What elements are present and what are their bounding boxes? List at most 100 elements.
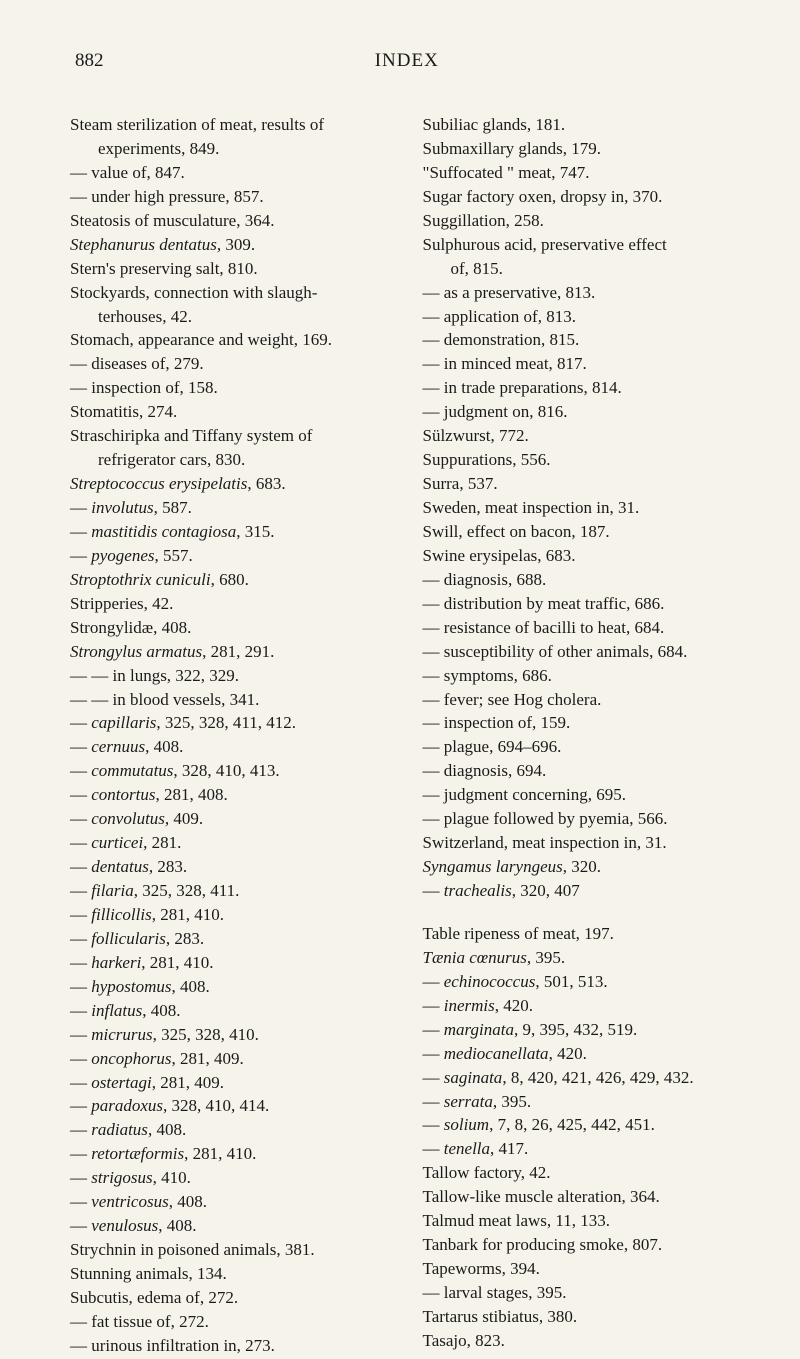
index-entry: "Suffocated " meat, 747. <box>423 162 746 185</box>
index-entry: Subcutis, edema of, 272. <box>70 1287 393 1310</box>
index-entry: Sulphurous acid, preservative effect <box>423 234 746 257</box>
index-entry: Strongylidæ, 408. <box>70 617 393 640</box>
index-entry: — hypostomus, 408. <box>70 976 393 999</box>
index-entry: — in minced meat, 817. <box>423 353 746 376</box>
index-title: INDEX <box>375 50 439 72</box>
index-entry: — judgment on, 816. <box>423 401 746 424</box>
index-entry: — ventricosus, 408. <box>70 1191 393 1214</box>
index-entry: — judgment concerning, 695. <box>423 784 746 807</box>
index-entry: — fat tissue of, 272. <box>70 1311 393 1334</box>
index-entry: refrigerator cars, 830. <box>70 449 393 472</box>
index-entry: — follicularis, 283. <box>70 928 393 951</box>
index-entry: — susceptibility of other animals, 684. <box>423 641 746 664</box>
index-entry: Sülzwurst, 772. <box>423 425 746 448</box>
index-entry: — plague, 694–696. <box>423 736 746 759</box>
index-entry: — value of, 847. <box>70 162 393 185</box>
index-entry: — — in blood vessels, 341. <box>70 689 393 712</box>
index-entry: — paradoxus, 328, 410, 414. <box>70 1095 393 1118</box>
index-entry: — strigosus, 410. <box>70 1167 393 1190</box>
index-entry: Stern's preserving salt, 810. <box>70 258 393 281</box>
index-entry: Sugar factory oxen, dropsy in, 370. <box>423 186 746 209</box>
index-entry: — ostertagi, 281, 409. <box>70 1072 393 1095</box>
index-entry: — mediocanellata, 420. <box>423 1043 746 1066</box>
index-entry: Subiliac glands, 181. <box>423 114 746 137</box>
index-entry: — curticei, 281. <box>70 832 393 855</box>
index-entry: — urinous infiltration in, 273. <box>70 1335 393 1358</box>
index-entry: — — in lungs, 322, 329. <box>70 665 393 688</box>
index-entry: — venulosus, 408. <box>70 1215 393 1238</box>
index-entry: — under high pressure, 857. <box>70 186 393 209</box>
index-entry: — echinococcus, 501, 513. <box>423 971 746 994</box>
index-entry: — capillaris, 325, 328, 411, 412. <box>70 712 393 735</box>
index-entry: Streptococcus erysipelatis, 683. <box>70 473 393 496</box>
left-column: Steam sterilization of meat, results ofe… <box>70 114 393 1359</box>
index-entry: — involutus, 587. <box>70 497 393 520</box>
index-entry: Submaxillary glands, 179. <box>423 138 746 161</box>
index-entry: Steatosis of musculature, 364. <box>70 210 393 233</box>
index-entry: Suggillation, 258. <box>423 210 746 233</box>
index-entry: — inermis, 420. <box>423 995 746 1018</box>
page-header: 882 INDEX <box>70 50 745 72</box>
index-entry: — convolutus, 409. <box>70 808 393 831</box>
index-entry: of, 815. <box>423 258 746 281</box>
index-entry: — marginata, 9, 395, 432, 519. <box>423 1019 746 1042</box>
index-entry: Stroptothrix cuniculi, 680. <box>70 569 393 592</box>
page-number: 882 <box>75 50 104 72</box>
index-entry: — tenella, 417. <box>423 1138 746 1161</box>
index-entry: — serrata, 395. <box>423 1091 746 1114</box>
index-entry: — fever; see Hog cholera. <box>423 689 746 712</box>
index-entry: — inspection of, 159. <box>423 712 746 735</box>
index-entry: — larval stages, 395. <box>423 1282 746 1305</box>
index-entry: — cernuus, 408. <box>70 736 393 759</box>
index-entry: — as a preservative, 813. <box>423 282 746 305</box>
index-entry: — inspection of, 158. <box>70 377 393 400</box>
index-entry: Tasajo, 823. <box>423 1330 746 1353</box>
index-entry: Surra, 537. <box>423 473 746 496</box>
index-entry: — mastitidis contagiosa, 315. <box>70 521 393 544</box>
index-entry: — fillicollis, 281, 410. <box>70 904 393 927</box>
index-entry: experiments, 849. <box>70 138 393 161</box>
index-entry: — distribution by meat traffic, 686. <box>423 593 746 616</box>
index-entry: — filaria, 325, 328, 411. <box>70 880 393 903</box>
index-entry: — commutatus, 328, 410, 413. <box>70 760 393 783</box>
index-entry: Tanbark for producing smoke, 807. <box>423 1234 746 1257</box>
index-entry: — harkeri, 281, 410. <box>70 952 393 975</box>
index-entry: Table ripeness of meat, 197. <box>423 923 746 946</box>
index-entry: Stockyards, connection with slaugh- <box>70 282 393 305</box>
index-entry: — demonstration, 815. <box>423 329 746 352</box>
index-entry: — retortæformis, 281, 410. <box>70 1143 393 1166</box>
index-entry: — micrurus, 325, 328, 410. <box>70 1024 393 1047</box>
index-entry: Straschiripka and Tiffany system of <box>70 425 393 448</box>
index-entry: — contortus, 281, 408. <box>70 784 393 807</box>
index-entry: — diagnosis, 694. <box>423 760 746 783</box>
index-entry: Syngamus laryngeus, 320. <box>423 856 746 879</box>
index-entry: Steam sterilization of meat, results of <box>70 114 393 137</box>
index-entry: — inflatus, 408. <box>70 1000 393 1023</box>
index-entry: Tallow factory, 42. <box>423 1162 746 1185</box>
index-entry: — application of, 813. <box>423 306 746 329</box>
index-entry: — diagnosis, 688. <box>423 569 746 592</box>
index-entry: Stripperies, 42. <box>70 593 393 616</box>
index-entry: — in trade preparations, 814. <box>423 377 746 400</box>
index-entry: Tænia cœnurus, 395. <box>423 947 746 970</box>
index-entry: — resistance of bacilli to heat, 684. <box>423 617 746 640</box>
index-entry: — dentatus, 283. <box>70 856 393 879</box>
index-entry: Strychnin in poisoned animals, 381. <box>70 1239 393 1262</box>
index-entry: Talmud meat laws, 11, 133. <box>423 1210 746 1233</box>
index-entry: — saginata, 8, 420, 421, 426, 429, 432. <box>423 1067 746 1090</box>
index-entry: — diseases of, 279. <box>70 353 393 376</box>
index-columns: Steam sterilization of meat, results ofe… <box>70 114 745 1359</box>
index-entry: Strongylus armatus, 281, 291. <box>70 641 393 664</box>
index-entry: Swine erysipelas, 683. <box>423 545 746 568</box>
right-column: Subiliac glands, 181.Submaxillary glands… <box>423 114 746 1359</box>
index-entry: — pyogenes, 557. <box>70 545 393 568</box>
index-entry: — trachealis, 320, 407 <box>423 880 746 903</box>
index-entry: — radiatus, 408. <box>70 1119 393 1142</box>
index-entry: Tallow-like muscle alteration, 364. <box>423 1186 746 1209</box>
index-entry: Switzerland, meat inspection in, 31. <box>423 832 746 855</box>
index-entry: terhouses, 42. <box>70 306 393 329</box>
index-entry: Stomatitis, 274. <box>70 401 393 424</box>
index-entry: — oncophorus, 281, 409. <box>70 1048 393 1071</box>
index-entry: Sweden, meat inspection in, 31. <box>423 497 746 520</box>
index-entry: — plague followed by pyemia, 566. <box>423 808 746 831</box>
